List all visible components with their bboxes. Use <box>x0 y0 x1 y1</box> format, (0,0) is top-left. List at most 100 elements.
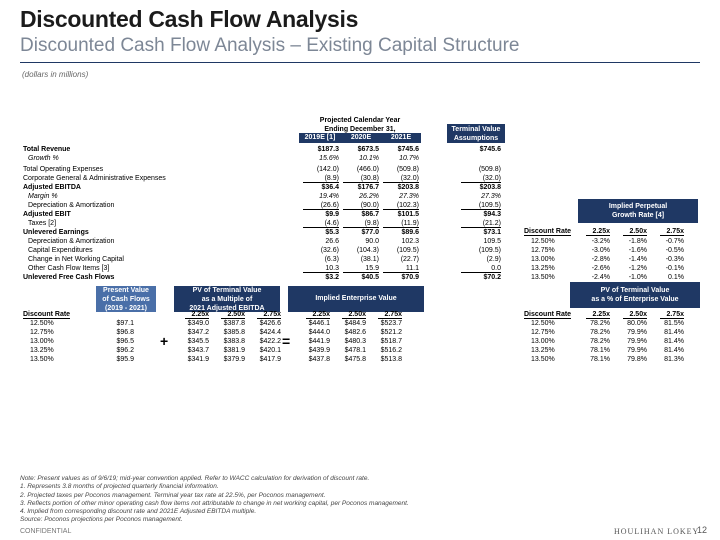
row-value: 10.1% <box>359 155 379 162</box>
enterprise-value: $444.0 <box>308 329 330 336</box>
row-label: Other Cash Flow Items [3] <box>28 265 110 272</box>
footnote-line: Source: Poconos projections per Poconos … <box>20 516 183 524</box>
perpetual-value: -2.8% <box>591 256 610 263</box>
row-value: 10.7% <box>399 155 419 162</box>
enterprise-value: $446.1 <box>308 320 330 327</box>
tv-pct-value: 78.1% <box>590 356 610 363</box>
enterprise-value: $478.1 <box>344 347 366 354</box>
column-header-2020: 2020E <box>341 133 381 143</box>
row-terminal-value: 27.3% <box>481 193 501 200</box>
enterprise-value: $475.8 <box>344 356 366 363</box>
row-value: $101.5 <box>397 211 419 218</box>
row-value: $86.7 <box>361 211 379 218</box>
row-label: Depreciation & Amortization <box>28 238 115 245</box>
row-terminal-value: 0.0 <box>461 264 501 273</box>
perpetual-value: -1.2% <box>628 265 647 272</box>
implied-ev-title: Implied Enterprise Value <box>288 286 424 312</box>
valuation-rate: 12.75% <box>30 329 54 336</box>
row-value: 26.6 <box>325 238 339 245</box>
row-value: $673.5 <box>357 146 379 153</box>
row-value: (6.3) <box>324 256 339 263</box>
pv-tv-pct-title: PV of Terminal Value as a % of Enterpris… <box>570 282 700 308</box>
row-terminal-value: (32.0) <box>461 174 501 183</box>
perpetual-value: -1.8% <box>628 238 647 245</box>
pv-terminal-value: $341.9 <box>187 356 209 363</box>
row-value: (90.0) <box>343 201 379 210</box>
row-value: (30.8) <box>343 174 379 183</box>
column-header-2019: 2019E [1] <box>299 133 341 143</box>
page-title: Discounted Cash Flow Analysis <box>20 6 359 32</box>
tv-pct-value: 78.2% <box>590 320 610 327</box>
row-terminal-value: 109.5 <box>483 238 501 245</box>
pv-terminal-value: $381.9 <box>223 347 245 354</box>
row-value: $203.8 <box>397 184 419 191</box>
pv-terminal-value: $424.4 <box>259 329 281 336</box>
row-label: Growth % <box>28 155 59 162</box>
enterprise-value: $516.2 <box>380 347 402 354</box>
perpetual-rate: 12.50% <box>531 238 555 245</box>
valuation-rate: 13.00% <box>30 338 54 345</box>
multiple-header: 2.75x <box>378 310 402 319</box>
multiple-header: 2.75x <box>660 310 684 319</box>
footnote-line: 4. Implied from corresponding discount r… <box>20 508 257 516</box>
pv-terminal-value: $343.7 <box>187 347 209 354</box>
tv-pct-value: 78.2% <box>590 338 610 345</box>
tv-pct-value: 79.9% <box>627 329 647 336</box>
row-label: Corporate General & Administrative Expen… <box>23 175 166 182</box>
pct-title-line1: PV of Terminal Value <box>600 287 670 294</box>
perpetual-value: -2.4% <box>591 274 610 281</box>
row-value: 102.3 <box>401 238 419 245</box>
footnote-line: 2. Projected taxes per Poconos managemen… <box>20 491 326 499</box>
enterprise-value: $518.7 <box>380 338 402 345</box>
row-value: 27.3% <box>399 193 419 200</box>
row-terminal-value: $745.6 <box>479 146 501 153</box>
pct-rate: 12.50% <box>531 320 555 327</box>
perpetual-rate-header: Discount Rate <box>524 228 572 236</box>
tv-pct-value: 81.3% <box>664 356 684 363</box>
enterprise-value: $523.7 <box>380 320 402 327</box>
row-value: 11.1 <box>383 264 419 273</box>
row-value: (109.5) <box>396 247 419 254</box>
projection-heading-line1: Projected Calendar Year <box>319 117 401 124</box>
row-value: 26.2% <box>359 193 379 200</box>
pv-terminal-value: $349.0 <box>187 320 209 327</box>
row-value: $40.5 <box>361 274 379 281</box>
pv-terminal-value: $387.8 <box>223 320 245 327</box>
perpetual-multiple-header: 2.25x <box>586 227 610 236</box>
pv-cash-flows-title: Present Value of Cash Flows (2019 - 2021… <box>96 286 156 312</box>
perpetual-value: -1.4% <box>628 256 647 263</box>
enterprise-value: $439.9 <box>308 347 330 354</box>
pv-terminal-value: $345.5 <box>187 338 209 345</box>
pct-rate: 13.25% <box>531 347 555 354</box>
row-value: (104.3) <box>356 247 379 254</box>
pv-tv-title-line2: as a Multiple of <box>201 296 253 303</box>
row-value: (4.6) <box>303 219 339 228</box>
pv-terminal-value: $426.6 <box>259 320 281 327</box>
row-value: (26.6) <box>303 201 339 210</box>
valuation-rate: 13.50% <box>30 356 54 363</box>
row-label: Adjusted EBITDA <box>23 184 81 191</box>
row-value: (11.9) <box>383 219 419 228</box>
row-terminal-value: (109.5) <box>461 201 501 210</box>
pv-cash-flow-value: $96.2 <box>116 347 134 354</box>
perpetual-value: 0.1% <box>668 274 684 281</box>
row-value: 90.0 <box>365 238 379 245</box>
row-terminal-value: (109.5) <box>478 247 501 254</box>
perpetual-value: -3.2% <box>591 238 610 245</box>
enterprise-value: $437.8 <box>308 356 330 363</box>
enterprise-value: $513.8 <box>380 356 402 363</box>
page-subtitle: Discounted Cash Flow Analysis – Existing… <box>20 35 520 56</box>
perpetual-value: -0.1% <box>665 265 684 272</box>
perpetual-rate: 13.25% <box>531 265 555 272</box>
perpetual-rate: 13.00% <box>531 256 555 263</box>
pv-terminal-value: $420.1 <box>259 347 281 354</box>
pv-cash-flow-value: $96.8 <box>116 329 134 336</box>
pv-terminal-value: $383.8 <box>223 338 245 345</box>
row-value: $77.0 <box>361 229 379 236</box>
projection-heading-line2: Ending December 31, <box>324 126 396 133</box>
pv-terminal-value: $417.9 <box>259 356 281 363</box>
pv-terminal-value: $379.9 <box>223 356 245 363</box>
row-label: Unlevered Earnings <box>23 229 89 236</box>
perpetual-value: -0.3% <box>665 256 684 263</box>
footnote-line: Note: Present values as of 9/6/19; mid-y… <box>20 475 370 482</box>
